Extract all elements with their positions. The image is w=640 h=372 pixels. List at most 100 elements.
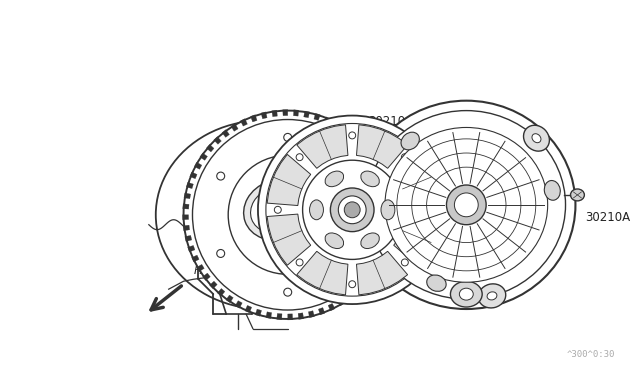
Polygon shape (314, 113, 320, 121)
Polygon shape (272, 110, 277, 117)
Polygon shape (346, 292, 353, 300)
Ellipse shape (570, 189, 584, 201)
Polygon shape (333, 121, 340, 129)
Text: FRONT: FRONT (193, 266, 232, 276)
Ellipse shape (532, 134, 541, 143)
Polygon shape (226, 295, 233, 303)
Ellipse shape (454, 193, 478, 217)
Ellipse shape (544, 180, 560, 200)
Ellipse shape (284, 134, 292, 141)
Ellipse shape (367, 110, 566, 299)
Polygon shape (186, 182, 193, 189)
Ellipse shape (423, 206, 430, 213)
Polygon shape (203, 273, 211, 280)
Ellipse shape (361, 233, 380, 248)
Polygon shape (267, 154, 310, 206)
Polygon shape (182, 215, 189, 220)
Ellipse shape (310, 200, 323, 220)
Polygon shape (191, 255, 199, 262)
Polygon shape (183, 225, 189, 231)
Ellipse shape (357, 101, 575, 309)
Ellipse shape (478, 284, 506, 308)
Polygon shape (276, 314, 282, 320)
Ellipse shape (358, 167, 383, 194)
Polygon shape (342, 127, 349, 135)
Polygon shape (376, 167, 384, 174)
Ellipse shape (401, 132, 419, 150)
Ellipse shape (244, 179, 312, 240)
Ellipse shape (349, 132, 356, 139)
Ellipse shape (325, 171, 344, 187)
Ellipse shape (296, 259, 303, 266)
Polygon shape (394, 214, 437, 265)
Polygon shape (356, 125, 408, 168)
Polygon shape (185, 235, 192, 241)
Polygon shape (288, 314, 292, 320)
Ellipse shape (284, 288, 292, 296)
Ellipse shape (275, 206, 281, 213)
Polygon shape (293, 110, 299, 116)
Ellipse shape (266, 124, 438, 296)
Ellipse shape (349, 281, 356, 288)
Polygon shape (266, 312, 272, 318)
Polygon shape (371, 158, 379, 165)
Ellipse shape (258, 116, 447, 304)
Polygon shape (382, 241, 389, 247)
Polygon shape (384, 188, 390, 194)
Ellipse shape (270, 197, 305, 232)
Ellipse shape (303, 160, 402, 259)
Polygon shape (378, 251, 386, 257)
Ellipse shape (367, 176, 374, 185)
Ellipse shape (217, 172, 225, 180)
Polygon shape (195, 162, 202, 169)
Text: ^300^0:30: ^300^0:30 (567, 350, 615, 359)
Ellipse shape (250, 186, 305, 233)
Ellipse shape (351, 172, 358, 180)
Polygon shape (267, 214, 310, 265)
Polygon shape (184, 193, 191, 199)
Ellipse shape (228, 155, 348, 274)
Polygon shape (337, 298, 344, 306)
Ellipse shape (217, 250, 225, 257)
Polygon shape (324, 117, 330, 124)
Polygon shape (255, 309, 262, 316)
Polygon shape (188, 246, 195, 252)
Polygon shape (308, 311, 314, 318)
Polygon shape (297, 125, 348, 168)
Ellipse shape (193, 119, 383, 310)
Ellipse shape (344, 202, 360, 218)
Polygon shape (385, 231, 392, 237)
Polygon shape (261, 112, 267, 119)
Polygon shape (394, 154, 437, 206)
Polygon shape (241, 119, 248, 126)
Polygon shape (318, 308, 325, 315)
Polygon shape (235, 301, 242, 308)
Ellipse shape (381, 200, 395, 220)
Text: 30100: 30100 (307, 294, 344, 307)
Ellipse shape (278, 205, 298, 225)
Ellipse shape (325, 233, 344, 248)
Ellipse shape (427, 275, 446, 291)
Polygon shape (374, 260, 381, 267)
Text: 30210A: 30210A (586, 211, 630, 224)
Polygon shape (245, 305, 252, 313)
Ellipse shape (351, 250, 358, 257)
Ellipse shape (296, 154, 303, 161)
Ellipse shape (401, 154, 408, 161)
Ellipse shape (524, 125, 549, 151)
Polygon shape (387, 221, 393, 226)
Polygon shape (304, 111, 310, 118)
Polygon shape (351, 134, 358, 141)
Ellipse shape (451, 281, 482, 307)
Polygon shape (200, 153, 207, 160)
Polygon shape (250, 115, 257, 122)
Ellipse shape (401, 259, 408, 266)
Ellipse shape (361, 171, 380, 187)
Polygon shape (365, 149, 373, 157)
Polygon shape (209, 281, 217, 289)
Ellipse shape (385, 128, 548, 282)
Polygon shape (358, 141, 366, 148)
Polygon shape (354, 285, 362, 293)
Ellipse shape (330, 188, 374, 232)
Polygon shape (328, 304, 335, 311)
